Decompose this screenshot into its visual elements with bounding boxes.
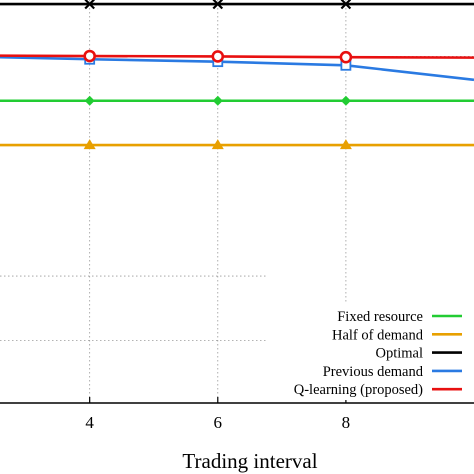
data-point bbox=[340, 0, 352, 10]
data-point bbox=[339, 139, 352, 150]
axes: 4 6 8 bbox=[0, 397, 474, 432]
data-point bbox=[212, 95, 223, 106]
legend-entry-label: Half of demand bbox=[332, 327, 424, 343]
data-point bbox=[340, 95, 351, 106]
series-line bbox=[0, 54, 474, 59]
data-point bbox=[211, 50, 225, 63]
x-tick-label: 4 bbox=[85, 413, 94, 432]
legend: Fixed resource Half of demand Optimal Previ… bbox=[294, 302, 474, 400]
data-point-stroke bbox=[340, 0, 352, 10]
data-point bbox=[211, 139, 224, 150]
legend-entry-label: Fixed resource bbox=[337, 309, 423, 325]
data-point-stroke bbox=[212, 0, 224, 10]
legend-entry-label: Optimal bbox=[375, 346, 423, 362]
x-axis-title: Trading interval bbox=[182, 449, 317, 473]
legend-box bbox=[300, 302, 474, 400]
data-point bbox=[83, 139, 96, 150]
data-point bbox=[339, 50, 353, 64]
data-point-stroke bbox=[84, 0, 95, 10]
data-point bbox=[212, 0, 224, 10]
x-tick-label: 6 bbox=[214, 413, 223, 432]
legend-entry-label: Q-learning (proposed) bbox=[294, 382, 423, 398]
data-point bbox=[84, 0, 95, 10]
series-layer bbox=[0, 0, 474, 150]
x-tick-label: 8 bbox=[342, 413, 351, 432]
series-line bbox=[0, 55, 474, 82]
data-point bbox=[84, 95, 95, 106]
legend-entry-label: Previous demand bbox=[323, 364, 424, 380]
data-point bbox=[83, 49, 96, 63]
